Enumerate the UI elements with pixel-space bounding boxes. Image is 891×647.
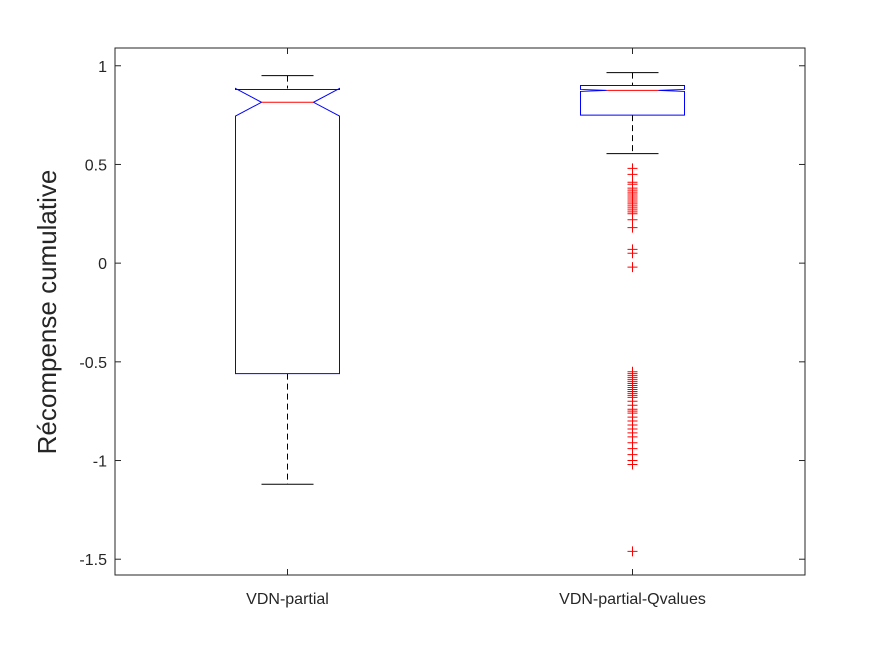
x-tick-label: VDN-partial [246,591,329,608]
box-VDN-partial [235,75,340,485]
y-tick-label: -1.5 [79,552,107,569]
y-tick-label: 0 [98,256,107,273]
outlier-marker [627,546,638,557]
y-tick-label: -1 [93,454,107,471]
plot-area [114,47,806,576]
outlier-marker [627,222,638,233]
notched-box [580,85,685,116]
y-axis-label: Récompense cumulative [32,170,62,455]
outlier-marker [627,459,638,470]
boxes [235,72,685,557]
outlier-marker [627,262,638,273]
y-tick-label: 1 [98,59,107,76]
y-tick-label: 0.5 [85,157,107,174]
outlier-marker [627,248,638,259]
x-tick-label: VDN-partial-Qvalues [559,591,706,608]
box-VDN-partial-Qvalues [580,72,685,557]
axis-ticks: 1 0.5 0 -0.5 -1 -1.5 VDN-partial VDN-partial-Qv… [79,48,805,608]
notched-box [235,87,340,375]
y-tick-label: -0.5 [79,355,107,372]
